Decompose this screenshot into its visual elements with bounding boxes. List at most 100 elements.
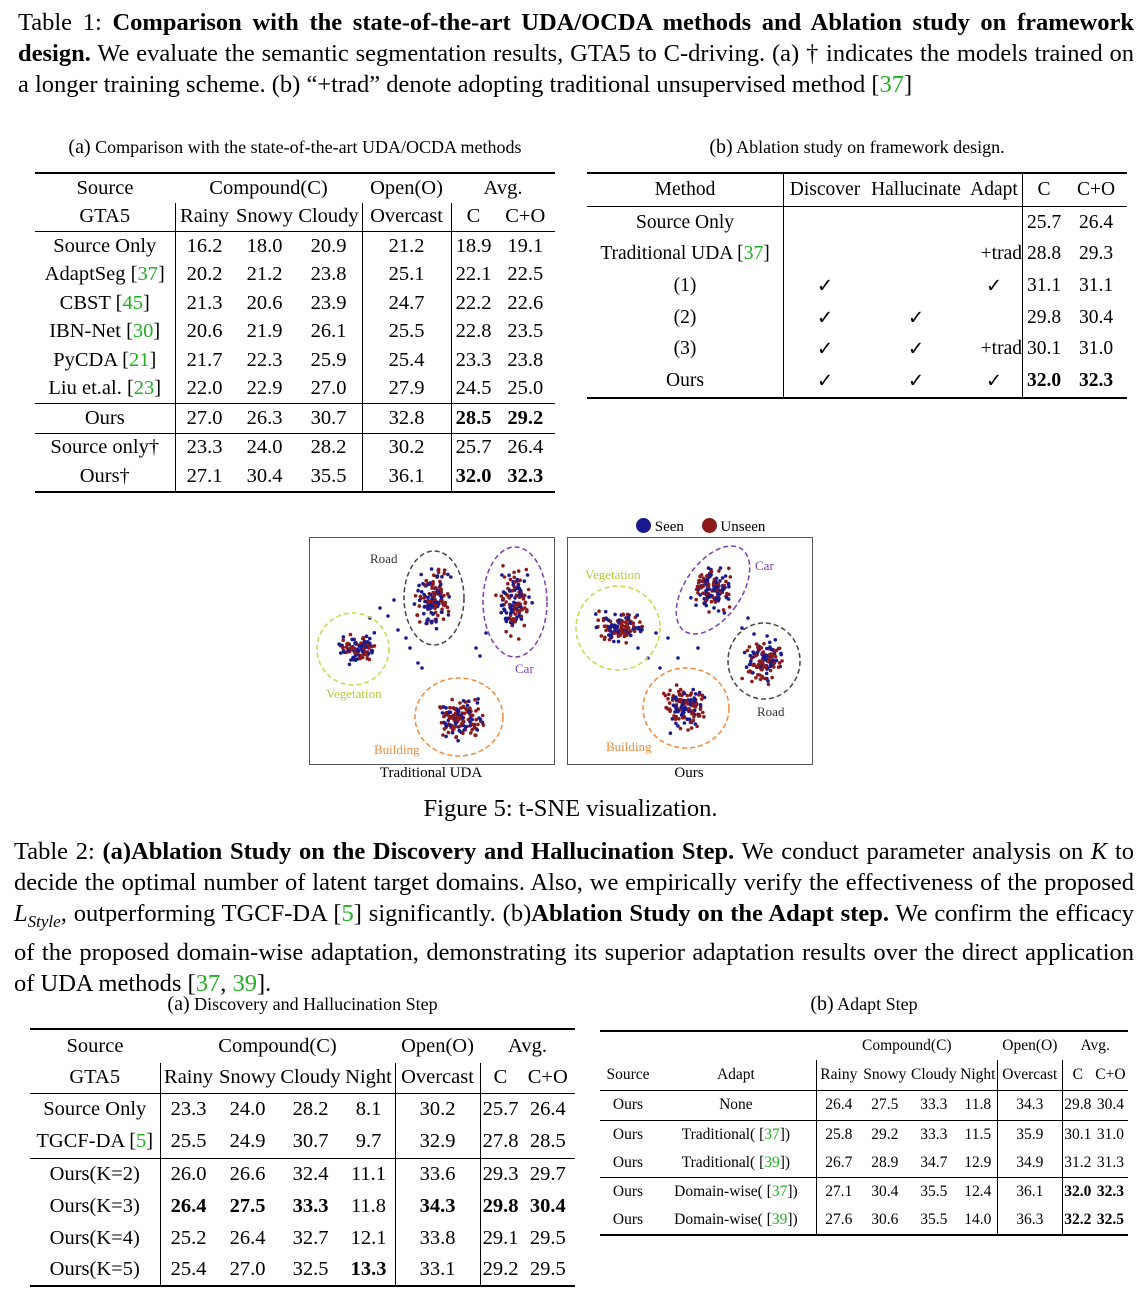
method-cell: Source Only <box>30 1093 161 1126</box>
table2-caption-text: , outperforming TGCF-DA [ <box>60 900 342 927</box>
tsne-point <box>417 583 421 588</box>
value-cell: 30.1 <box>1026 338 1062 360</box>
citation-link[interactable]: 23 <box>133 377 155 400</box>
value-cell: 28.5 <box>529 1130 566 1153</box>
car-label: Car <box>755 558 774 573</box>
tsne-point <box>726 582 731 586</box>
tsne-point <box>430 586 434 590</box>
tsne-point <box>692 715 696 719</box>
value-cell: 34.3 <box>395 1190 481 1222</box>
tsne-point <box>447 710 451 714</box>
tsne-point <box>667 701 672 705</box>
value-cell: 11.8 <box>342 1190 396 1222</box>
citation-link[interactable]: 5 <box>136 1130 147 1153</box>
header-c: C <box>493 1066 508 1089</box>
tsne-point <box>464 707 469 712</box>
tsne-point <box>607 633 611 637</box>
value-cell: 32.7 <box>292 1226 329 1249</box>
tsne-point <box>444 706 448 710</box>
value-cell: 26.3 <box>246 406 283 429</box>
tsne-point <box>616 629 621 634</box>
citation-link[interactable]: 37 <box>771 1182 788 1200</box>
table1a-caption-label: (a) <box>68 136 91 158</box>
tsne-point <box>638 629 643 634</box>
value-cell: 33.1 <box>395 1254 481 1286</box>
header-source: Source <box>606 1065 650 1083</box>
tsne-point <box>708 574 712 579</box>
value-cell: 26.4 <box>170 1194 207 1217</box>
tsne-point <box>770 675 774 680</box>
header-c: C <box>1072 1065 1083 1083</box>
tsne-point <box>631 621 635 625</box>
tsne-point <box>747 645 752 649</box>
tsne-point <box>359 641 363 645</box>
hallucinate-cell <box>866 238 966 270</box>
tsne-point <box>358 656 362 661</box>
value-cell: 25.5 <box>362 317 452 346</box>
citation-link[interactable]: 37 <box>743 243 764 265</box>
citation-link[interactable]: 39 <box>771 1210 788 1228</box>
tsne-point <box>353 650 357 655</box>
tsne-point <box>525 573 530 577</box>
citation-link[interactable]: 37 <box>879 71 905 98</box>
tsne-point <box>349 658 353 662</box>
value-cell: 29.2 <box>507 406 544 429</box>
tsne-point <box>422 592 426 597</box>
tsne-point <box>676 656 680 660</box>
tsne-point <box>721 608 726 612</box>
table2a: Source Compound(C) Open(O) Avg. GTA5 Rai… <box>30 1028 575 1287</box>
tsne-point <box>499 610 503 615</box>
tsne-point <box>617 618 622 622</box>
tsne-point <box>474 717 478 722</box>
value-cell: 30.4 <box>1078 306 1114 328</box>
tsne-point <box>514 593 519 598</box>
citation-link[interactable]: 5 <box>341 900 354 927</box>
value-cell: 22.1 <box>455 263 492 286</box>
tsne-point <box>668 688 672 693</box>
citation-link[interactable]: 45 <box>122 291 144 314</box>
adapt-cell: +trad <box>966 333 1023 366</box>
tsne-point <box>689 698 693 702</box>
value-cell: 32.3 <box>1078 369 1114 391</box>
table2-caption-bold: Ablation Study on the Adapt step. <box>531 900 889 927</box>
table2-caption-bold: (a)Ablation Study on the Discovery and H… <box>102 838 735 865</box>
tsne-point <box>755 650 760 654</box>
tsne-point <box>616 639 621 644</box>
value-cell: 23.9 <box>295 289 363 318</box>
value-cell: 27.9 <box>362 374 452 404</box>
tsne-point <box>619 625 624 629</box>
citation-link[interactable]: 30 <box>132 320 154 343</box>
tsne-point <box>499 603 504 608</box>
header-open: Open(O) <box>401 1035 474 1057</box>
tsne-point <box>594 625 599 630</box>
tsne-point <box>603 624 608 628</box>
value-cell: 34.7 <box>920 1153 948 1171</box>
citation-link[interactable]: 37 <box>764 1125 780 1143</box>
value-cell: 25.5 <box>170 1130 207 1153</box>
citation-link[interactable]: 39 <box>232 969 257 997</box>
citation-link[interactable]: 39 <box>764 1153 780 1171</box>
value-cell: 30.4 <box>529 1194 566 1217</box>
tsne-point <box>636 625 641 630</box>
building-label: Building <box>606 739 652 754</box>
header-rainy: Rainy <box>820 1065 858 1083</box>
citation-link[interactable]: 21 <box>128 348 150 371</box>
tsne-point <box>757 673 762 677</box>
building-label: Building <box>374 742 420 757</box>
tsne-point <box>709 599 714 604</box>
value-cell: 32.0 <box>1064 1182 1092 1200</box>
tsne-point <box>370 650 374 655</box>
value-cell: 24.9 <box>229 1130 266 1153</box>
value-cell: 26.4 <box>529 1098 566 1121</box>
table2b-caption: (b) Adapt Step <box>600 993 1128 1016</box>
tsne-point <box>752 632 756 636</box>
citation-link[interactable]: 37 <box>137 263 158 286</box>
tsne-point <box>416 588 420 593</box>
citation-link[interactable]: 37 <box>195 969 221 997</box>
value-cell: 23.3 <box>186 436 223 459</box>
table1-caption-text-end: ] <box>904 71 913 98</box>
tsne-point <box>765 634 769 638</box>
tsne-point <box>713 600 718 604</box>
header-adapt: Adapt <box>656 1060 817 1090</box>
header-cloudy: Cloudy <box>295 202 363 232</box>
